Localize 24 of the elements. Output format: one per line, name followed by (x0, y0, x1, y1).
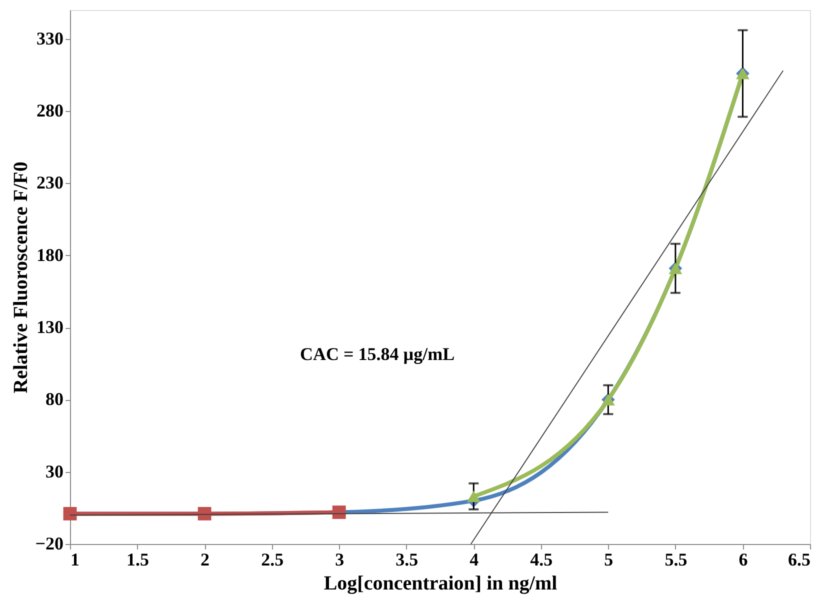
y-tick-label: 180 (36, 244, 64, 265)
x-axis-title: Log[concentraion] in ng/ml (324, 572, 558, 594)
x-tick-label: 5 (604, 550, 614, 570)
x-tick-label: 3 (335, 550, 344, 570)
x-tick-label: 6.5 (788, 550, 810, 570)
x-tick-label: 4.5 (530, 550, 553, 570)
point (466, 490, 480, 502)
x-tick-label: 5.5 (664, 550, 688, 570)
x-tick-label: 6 (738, 550, 748, 570)
y-tick-label: 330 (36, 28, 64, 48)
x-tick-label: 3.5 (396, 550, 418, 570)
y-axis-title: Relative Fluoroscence F/F0 (10, 162, 32, 394)
y-tick-label: 30 (46, 461, 64, 482)
y-tick-label: 230 (36, 172, 64, 193)
annotation: CAC = 15.84 µg/mL (300, 344, 455, 364)
y-tick-label: −20 (35, 534, 64, 554)
y-tick-label: 80 (46, 389, 64, 410)
x-tick-label: 4 (470, 550, 479, 570)
x-tick-label: 2.5 (261, 550, 284, 570)
x-tick-label: 1 (70, 550, 80, 570)
y-tick-label: 130 (36, 317, 64, 338)
x-tick-label: 1.5 (126, 550, 150, 570)
y-tick-label: 280 (36, 100, 64, 121)
x-tick-label: 2 (200, 550, 210, 570)
